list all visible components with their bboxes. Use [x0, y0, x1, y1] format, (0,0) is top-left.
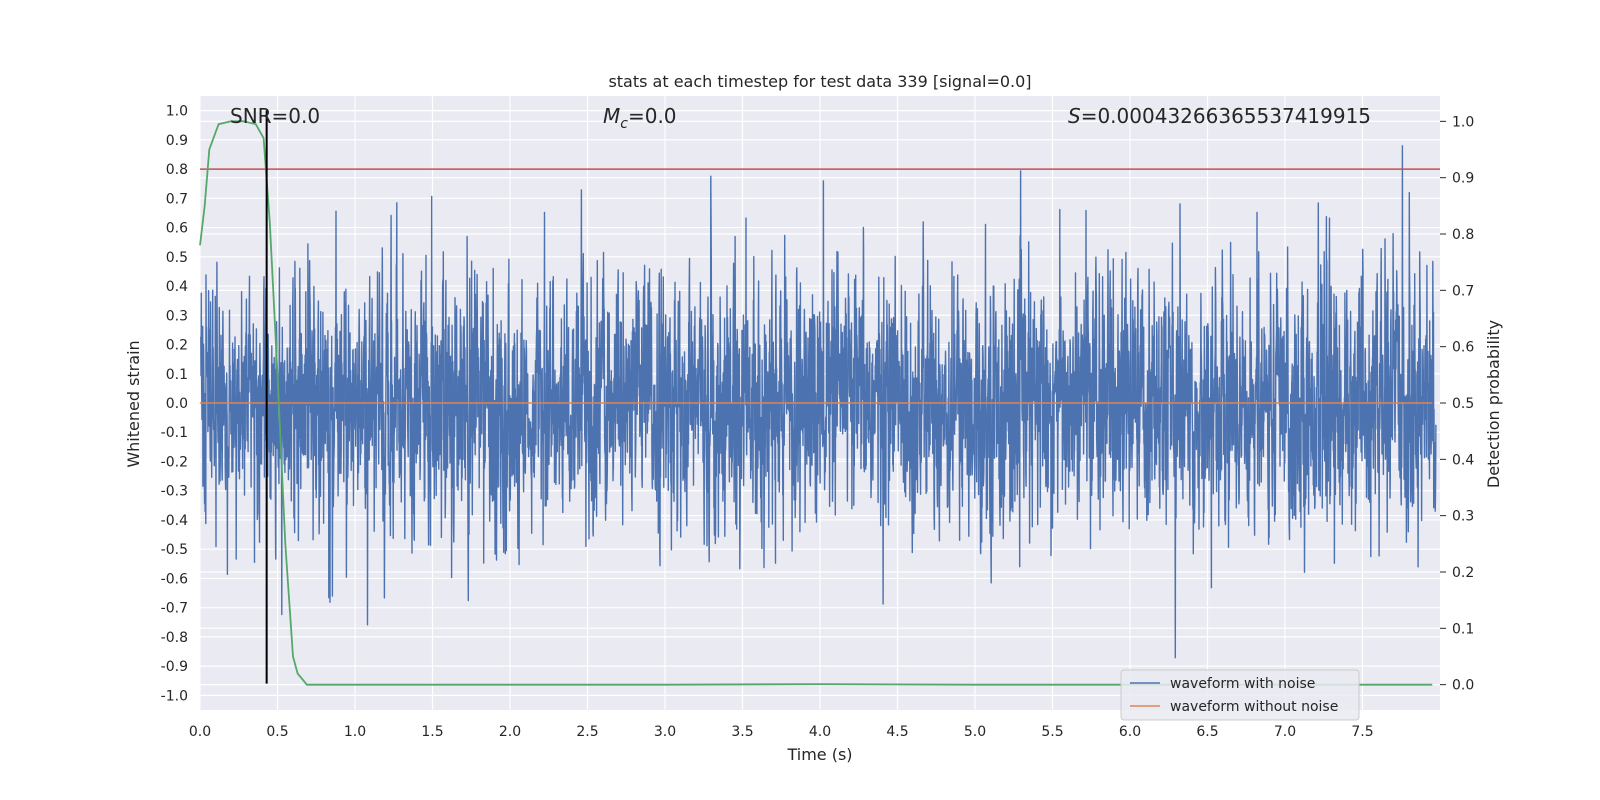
x-tick-label: 5.5: [1041, 724, 1063, 740]
y-tick-label: 0.0: [166, 396, 188, 412]
detection-probability-line: [199, 120, 1433, 686]
y-tick-label: -0.9: [161, 659, 188, 675]
legend-label-clean: waveform without noise: [1170, 699, 1338, 715]
snr-annotation: SNR=0.0: [230, 104, 320, 128]
y2-tick-label: 0.9: [1452, 171, 1474, 187]
y-tick-label: -1.0: [161, 688, 188, 704]
x-tick-label: 3.0: [654, 724, 676, 740]
statistic-annotation: S=0.00043266365537419915: [1068, 104, 1371, 128]
y2-tick-label: 0.2: [1452, 565, 1474, 581]
x-tick-label: 2.5: [576, 724, 598, 740]
y-tick-label: -0.5: [161, 542, 188, 558]
chirp-mass-value: =0.0: [628, 104, 677, 128]
x-tick-label: 6.5: [1196, 724, 1218, 740]
x-tick-label: 7.5: [1351, 724, 1373, 740]
y-tick-label: -0.3: [161, 484, 188, 500]
y2-tick-label: 0.4: [1452, 452, 1474, 468]
x-tick-label: 0.5: [266, 724, 288, 740]
y-tick-label: 0.6: [166, 221, 188, 237]
y-tick-label: -0.7: [161, 601, 188, 617]
y2-tick-label: 0.6: [1452, 340, 1474, 356]
x-tick-label: 7.0: [1274, 724, 1296, 740]
x-tick-label: 6.0: [1119, 724, 1141, 740]
y-tick-label: -0.8: [161, 630, 188, 646]
y2-tick-label: 1.0: [1452, 114, 1474, 130]
y-axis-label: Whitened strain: [124, 340, 143, 467]
x-tick-label: 0.0: [189, 724, 211, 740]
y-tick-label: -0.1: [161, 425, 188, 441]
y-tick-label: 0.2: [166, 338, 188, 354]
x-tick-label: 3.5: [731, 724, 753, 740]
x-tick-label: 4.5: [886, 724, 908, 740]
x-tick-label: 5.0: [964, 724, 986, 740]
y-tick-labels: 1.0 0.9 0.8 0.7 0.6 0.5 0.4 0.3 0.2 0.1 0.0 -0.1 -0.…: [161, 104, 188, 705]
x-tick-labels: 0.0 0.5 1.0 1.5 2.0 2.5 3.0 3.5 4.0 4.5 5.0 5.5 6.0 6…: [189, 724, 1374, 740]
chirp-mass-subscript: c: [620, 116, 628, 132]
overlay-lines: [199, 110, 1440, 686]
x-axis-label: Time (s): [786, 745, 852, 764]
y-tick-label: 0.1: [166, 367, 188, 383]
y-tick-label: 0.9: [166, 133, 188, 149]
y2-tick-label: 0.0: [1452, 678, 1474, 694]
y2-tick-label: 0.3: [1452, 509, 1474, 525]
y2-tick-label: 0.1: [1452, 621, 1474, 637]
y-tick-label: 0.7: [166, 191, 188, 207]
y2-tick-labels: 1.0 0.9 0.8 0.7 0.6 0.5 0.4 0.3 0.2 0.1 0.0: [1440, 114, 1474, 694]
chirp-mass-symbol: M: [603, 104, 620, 128]
y2-tick-label: 0.7: [1452, 283, 1474, 299]
y2-tick-label: 0.8: [1452, 227, 1474, 243]
y-tick-label: 0.5: [166, 250, 188, 266]
y-tick-label: -0.4: [161, 513, 188, 529]
x-tick-label: 4.0: [809, 724, 831, 740]
legend-label-noise: waveform with noise: [1170, 676, 1315, 692]
statistic-value: =0.00043266365537419915: [1081, 104, 1371, 128]
y-tick-label: 0.4: [166, 279, 188, 295]
noise-waveform-series: [200, 145, 1437, 659]
y-tick-label: -0.2: [161, 454, 188, 470]
legend: waveform with noise waveform without noi…: [1120, 669, 1360, 721]
waveform-with-noise-line: [200, 145, 1437, 659]
y-tick-label: -0.6: [161, 571, 188, 587]
legend-box: [1120, 669, 1360, 721]
x-tick-label: 1.5: [421, 724, 443, 740]
chart-title: stats at each timestep for test data 339…: [608, 72, 1031, 91]
y-tick-label: 0.8: [166, 162, 188, 178]
y2-tick-label: 0.5: [1452, 396, 1474, 412]
y-tick-label: 1.0: [166, 104, 188, 120]
y2-axis-label: Detection probability: [1484, 320, 1503, 488]
statistic-symbol: S: [1068, 104, 1081, 128]
x-tick-label: 2.0: [499, 724, 521, 740]
x-tick-label: 1.0: [344, 724, 366, 740]
chirp-mass-annotation: Mc=0.0: [603, 104, 677, 132]
y-tick-label: 0.3: [166, 308, 188, 324]
